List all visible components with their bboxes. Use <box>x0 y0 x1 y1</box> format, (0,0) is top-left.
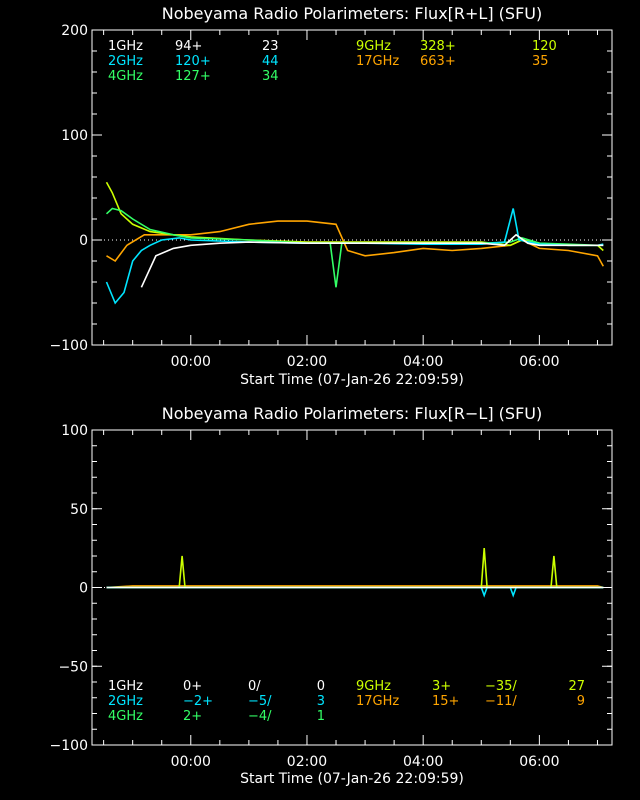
legend-entry-name: 2GHz <box>108 694 143 709</box>
x-tick-label: 06:00 <box>519 354 559 370</box>
y-tick-label: −50 <box>58 659 88 675</box>
legend-entry-value: 0 <box>317 679 325 694</box>
x-tick-label: 02:00 <box>287 354 327 370</box>
chart-panel-1: Nobeyama Radio Polarimeters: Flux[R+L] (… <box>50 4 613 388</box>
x-tick-label: 00:00 <box>171 754 211 770</box>
legend-entry-value: 94+ <box>175 39 202 54</box>
legend-entry-value: −2+ <box>183 694 213 709</box>
legend-entry-value: 1 <box>317 709 325 724</box>
legend-entry-value: 127+ <box>175 69 211 84</box>
x-tick-label: 06:00 <box>519 754 559 770</box>
y-tick-label: 0 <box>79 233 88 249</box>
legend-entry-value: −35/ <box>485 679 517 694</box>
chart-title: Nobeyama Radio Polarimeters: Flux[R−L] (… <box>162 404 542 423</box>
y-tick-label: 0 <box>79 581 88 597</box>
legend-entry-value: −11/ <box>485 694 517 709</box>
legend-entry-value: 34 <box>262 69 279 84</box>
x-tick-label: 04:00 <box>403 354 443 370</box>
legend-entry-value: 15+ <box>432 694 459 709</box>
legend-entry-value: 0+ <box>183 679 202 694</box>
series-line-1ghz <box>140 233 604 288</box>
legend-entry-value: 120+ <box>175 54 211 69</box>
legend-entry-value: 35 <box>532 54 549 69</box>
legend-entry-name: 17GHz <box>356 54 399 69</box>
x-axis-label: Start Time (07-Jan-26 22:09:59) <box>240 771 464 787</box>
x-tick-label: 02:00 <box>287 754 327 770</box>
legend-entry-name: 17GHz <box>356 694 399 709</box>
series-line-4ghz <box>105 207 604 288</box>
y-tick-label: 100 <box>61 128 88 144</box>
x-tick-label: 04:00 <box>403 754 443 770</box>
y-tick-label: 200 <box>61 23 88 39</box>
legend-entry-value: 3 <box>317 694 325 709</box>
legend-entry-value: 2+ <box>183 709 202 724</box>
legend-entry-value: 23 <box>262 39 279 54</box>
legend-entry-name: 9GHz <box>356 679 391 694</box>
y-tick-label: −100 <box>50 338 88 354</box>
y-tick-label: 50 <box>70 502 88 518</box>
y-tick-label: −100 <box>50 738 88 754</box>
legend-entry-value: 120 <box>532 39 557 54</box>
series-line-17ghz <box>106 585 604 589</box>
y-tick-label: 100 <box>61 423 88 439</box>
plot-frame <box>91 29 613 346</box>
legend-entry-value: 3+ <box>432 679 451 694</box>
legend-entry-value: 44 <box>262 54 279 69</box>
legend-entry-name: 1GHz <box>108 39 143 54</box>
legend-entry-name: 4GHz <box>108 709 143 724</box>
legend-entry-value: −4/ <box>248 709 272 724</box>
legend-entry-name: 4GHz <box>108 69 143 84</box>
chart-panel-2: Nobeyama Radio Polarimeters: Flux[R−L] (… <box>50 404 613 787</box>
legend-entry-name: 2GHz <box>108 54 143 69</box>
x-axis-label: Start Time (07-Jan-26 22:09:59) <box>240 372 464 388</box>
legend-entry-value: 663+ <box>420 54 456 69</box>
chart-title: Nobeyama Radio Polarimeters: Flux[R+L] (… <box>162 4 542 23</box>
legend-entry-value: 0/ <box>248 679 261 694</box>
legend-entry-value: 9 <box>577 694 585 709</box>
legend-entry-name: 1GHz <box>108 679 143 694</box>
legend-entry-value: 27 <box>568 679 585 694</box>
legend-entry-name: 9GHz <box>356 39 391 54</box>
x-tick-label: 00:00 <box>171 354 211 370</box>
legend-entry-value: −5/ <box>248 694 272 709</box>
legend-entry-value: 328+ <box>420 39 456 54</box>
